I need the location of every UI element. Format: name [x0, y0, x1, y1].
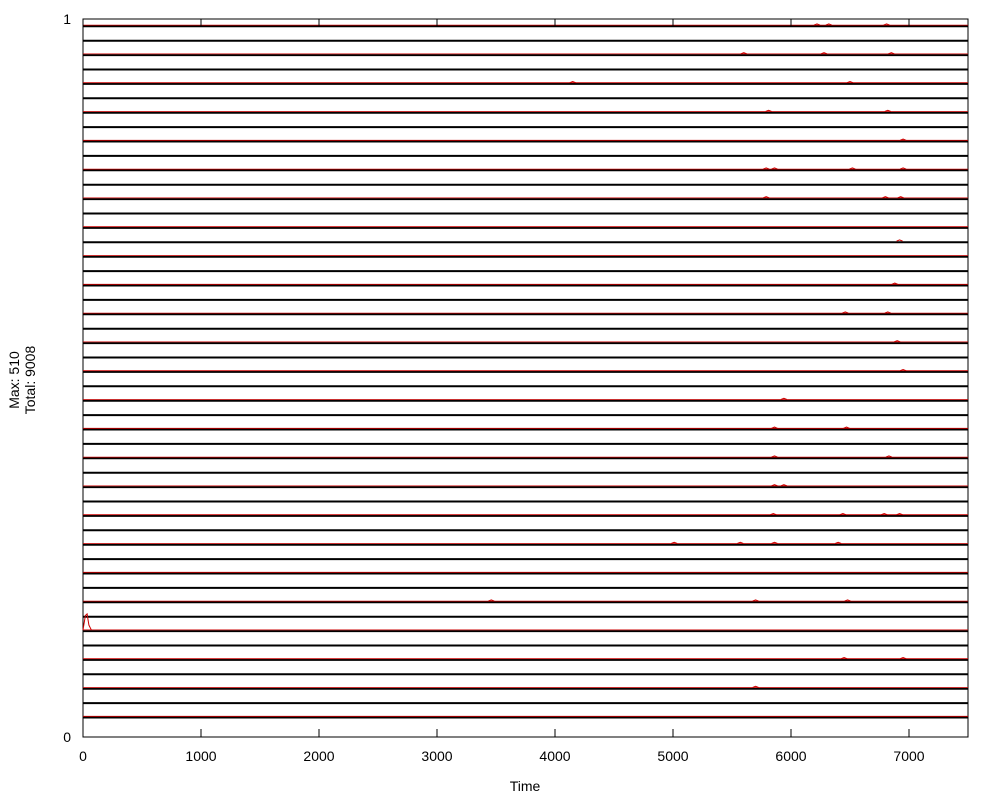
y-tick-label: 0 [63, 729, 71, 745]
activity-blip [763, 196, 770, 199]
activity-blip [884, 311, 891, 314]
activity-blip [843, 426, 850, 429]
activity-blip [881, 512, 888, 516]
x-tick-label: 3000 [421, 748, 452, 764]
activity-blip [899, 368, 907, 372]
activity-blip [840, 656, 848, 660]
activity-blip [488, 599, 495, 602]
activity-blip [891, 282, 898, 285]
activity-blip [771, 167, 778, 170]
activity-blip [883, 23, 890, 26]
activity-blip [752, 685, 759, 688]
activity-blip [770, 512, 777, 516]
activity-blip [671, 541, 678, 544]
plot-frame [82, 18, 969, 738]
activity-blip [813, 23, 821, 26]
y-tick-label: 1 [63, 11, 71, 27]
activity-blip [825, 23, 832, 26]
activity-blip [740, 52, 747, 55]
activity-blip [737, 541, 744, 544]
x-tick-label: 4000 [539, 748, 570, 764]
ticks-layer: 0 1000 2000 3000 4000 5000 6000 7000 0 1 [63, 11, 925, 764]
activity-blip [765, 109, 772, 112]
activity-blip [820, 52, 828, 55]
activity-blip [771, 484, 778, 487]
activity-blip [780, 484, 788, 487]
lanes-layer [83, 24, 968, 719]
x-tick-label: 0 [79, 748, 87, 764]
activity-blip [771, 541, 778, 544]
activity-blip [835, 541, 842, 544]
activity-layer [82, 23, 907, 688]
activity-blip [771, 455, 778, 458]
activity-blip [888, 52, 895, 55]
y-axis-label-max: Max: 510 [6, 351, 22, 409]
activity-blip [846, 80, 854, 84]
activity-blip [899, 656, 907, 660]
activity-blip [839, 512, 847, 516]
activity-blip [844, 599, 851, 602]
activity-blip [896, 239, 903, 242]
activity-blip [763, 167, 770, 170]
x-tick-label: 7000 [893, 748, 924, 764]
x-axis-label: Time [510, 778, 541, 794]
activity-blip [899, 138, 907, 141]
activity-blip [897, 196, 904, 199]
activity-blip [780, 397, 788, 400]
x-tick-label: 6000 [775, 748, 806, 764]
activity-blip [894, 340, 901, 343]
x-tick-label: 2000 [303, 748, 334, 764]
activity-blip [882, 196, 889, 199]
activity-blip [849, 167, 856, 170]
activity-blip [842, 311, 849, 314]
activity-blip [569, 80, 576, 84]
x-tick-label: 1000 [185, 748, 216, 764]
activity-blip [752, 599, 759, 602]
activity-blip [885, 455, 893, 458]
activity-blip [884, 109, 891, 112]
activity-blip [771, 426, 778, 429]
activity-spike [82, 612, 92, 631]
activity-blip [899, 167, 907, 170]
x-tick-label: 5000 [657, 748, 688, 764]
y-axis-label-total: Total: 9008 [22, 346, 38, 415]
activity-blip [896, 512, 903, 516]
